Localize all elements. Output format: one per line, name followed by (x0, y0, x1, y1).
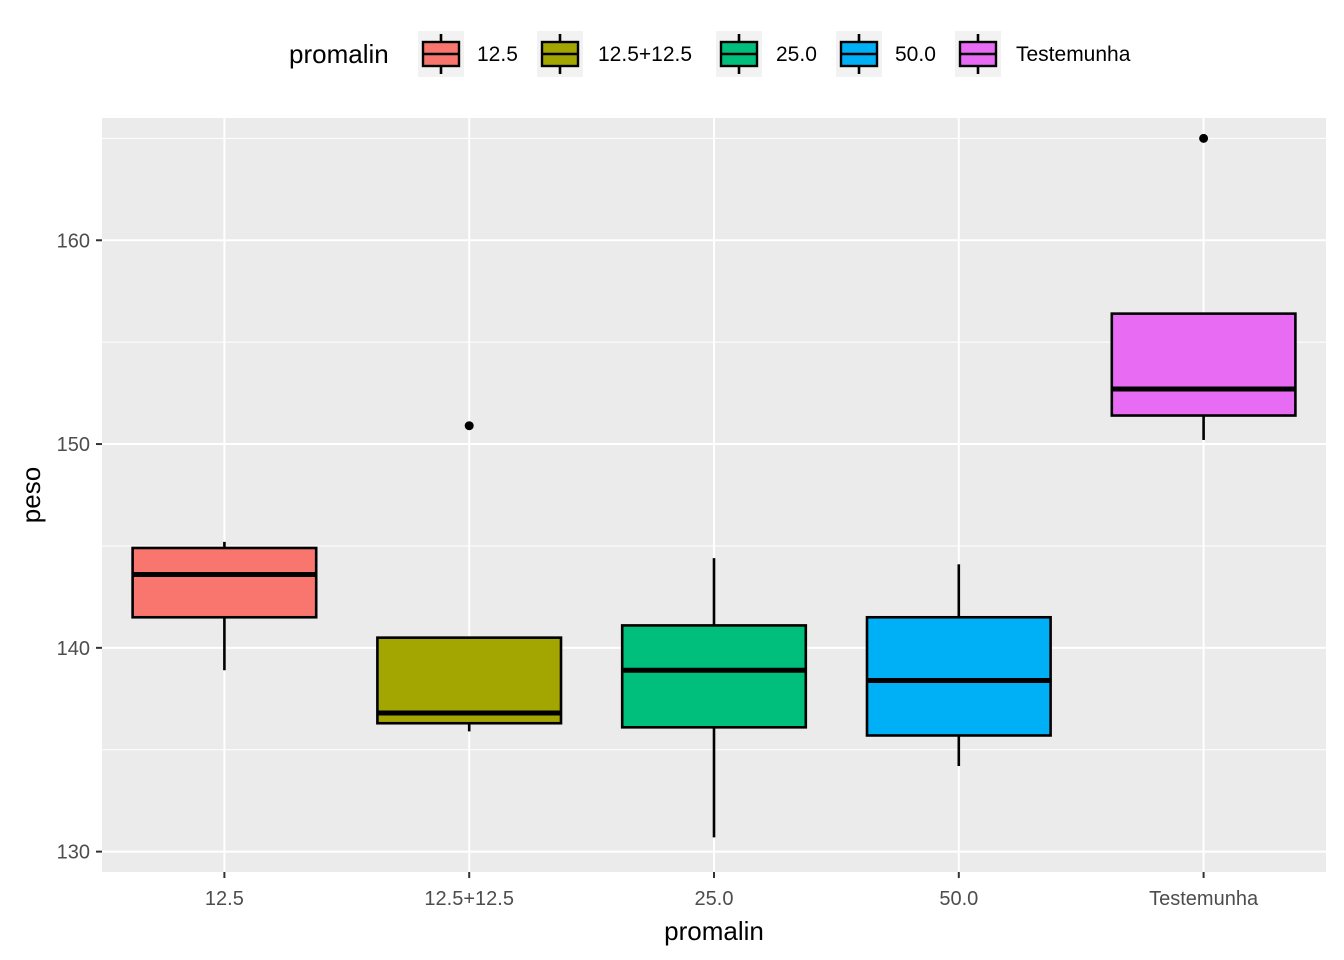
box-3 (865, 564, 1052, 767)
legend-item: Testemunha (955, 31, 1131, 77)
y-axis-title: peso (16, 467, 46, 523)
legend-title: promalin (289, 39, 389, 69)
box-4 (1110, 133, 1297, 440)
legend-label: Testemunha (1016, 43, 1131, 66)
legend-item: 12.5+12.5 (537, 31, 692, 77)
box-iqr (131, 546, 318, 619)
outlier-point (464, 421, 474, 431)
box-0 (131, 541, 318, 671)
x-tick-label: 12.5 (205, 888, 244, 910)
legend-label: 25.0 (776, 43, 817, 66)
y-tick-label: 160 (57, 230, 90, 252)
y-tick-label: 150 (57, 434, 90, 456)
box-iqr (376, 636, 563, 725)
x-tick-label: Testemunha (1149, 888, 1259, 910)
x-axis-title: promalin (664, 916, 764, 946)
legend-item: 25.0 (716, 31, 817, 77)
box-iqr (620, 624, 808, 729)
legend-item: 50.0 (836, 31, 936, 77)
box-2 (620, 558, 808, 838)
boxes (131, 133, 1297, 838)
box-iqr (865, 615, 1052, 737)
legend-label: 50.0 (895, 43, 936, 66)
x-axis: 12.5 12.5+12.5 25.0 50.0 Testemunha (205, 872, 1259, 910)
legend: 12.5 12.5+12.5 25.0 50.0 Testemunha (418, 31, 1131, 77)
x-tick-label: 25.0 (695, 888, 734, 910)
y-axis: 130 140 150 160 (57, 230, 102, 864)
box-iqr (1110, 312, 1297, 417)
y-tick-label: 130 (57, 842, 90, 864)
legend-label: 12.5 (477, 43, 518, 66)
legend-item: 12.5 (418, 31, 518, 77)
y-tick-label: 140 (57, 638, 90, 660)
legend-label: 12.5+12.5 (598, 43, 692, 66)
box-1 (376, 421, 563, 732)
outlier-point (1199, 133, 1209, 143)
x-tick-label: 12.5+12.5 (424, 888, 514, 910)
x-tick-label: 50.0 (939, 888, 978, 910)
